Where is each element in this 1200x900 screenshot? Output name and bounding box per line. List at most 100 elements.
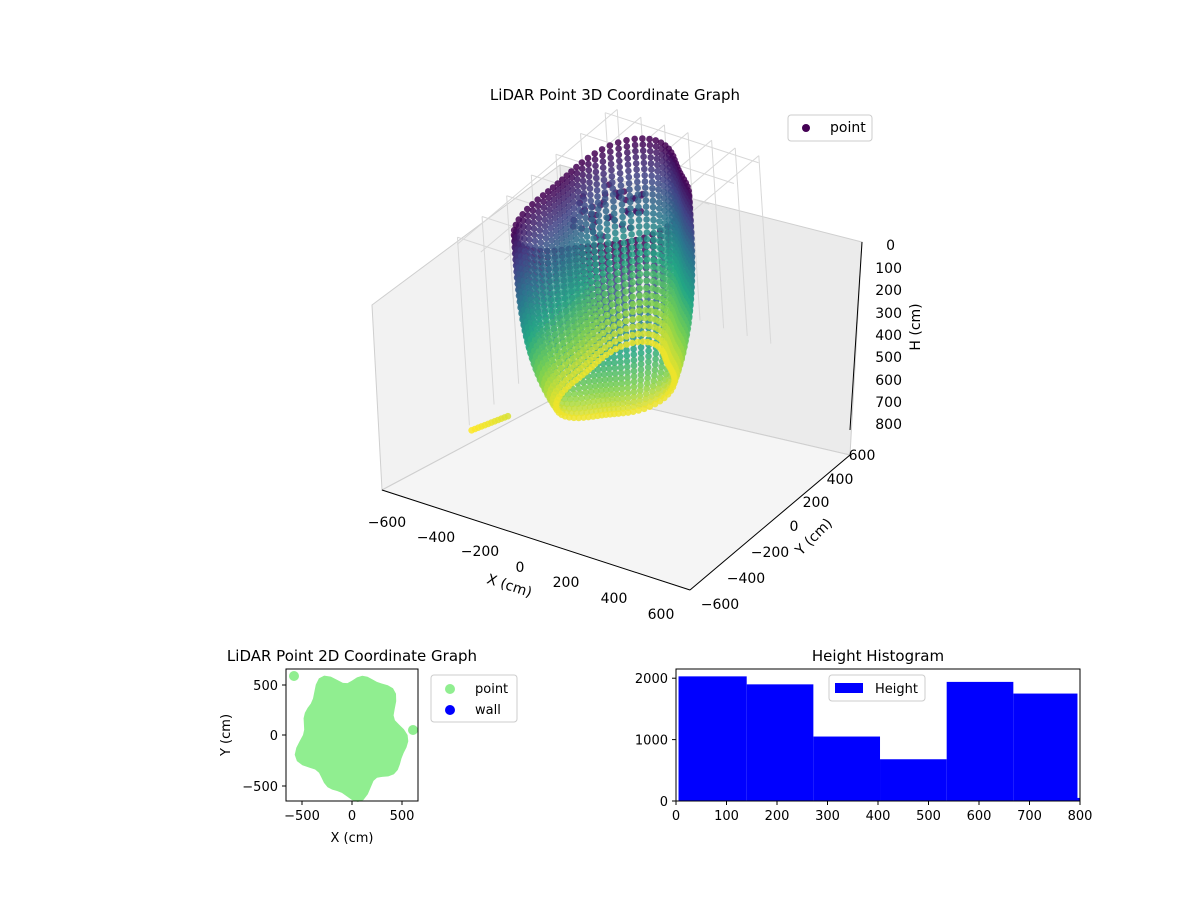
lidar-point xyxy=(635,315,643,322)
x-axis-line xyxy=(381,489,691,591)
lidar-point xyxy=(566,215,573,222)
x-tick-label: −200 xyxy=(461,544,499,560)
lidar-point xyxy=(616,320,624,327)
lidar-point xyxy=(599,329,607,337)
lidar-point xyxy=(534,196,541,203)
lidar-point xyxy=(576,273,584,281)
lidar-point xyxy=(593,319,600,326)
lidar-point xyxy=(544,294,551,301)
lidar-point xyxy=(609,185,616,192)
lidar-point xyxy=(613,249,620,256)
lidar-point xyxy=(629,264,636,272)
lidar-point xyxy=(632,147,639,155)
lidar-point xyxy=(606,266,614,273)
lidar-point xyxy=(616,157,623,165)
lidar-point xyxy=(594,366,602,373)
lidar-point xyxy=(596,376,603,384)
lidar-point xyxy=(565,209,573,216)
lidar-point xyxy=(650,243,657,250)
lidar-point xyxy=(580,189,588,197)
lidar-point xyxy=(580,263,588,270)
lidar-point xyxy=(653,149,660,156)
lidar-point xyxy=(622,288,629,295)
lidar-point xyxy=(540,349,548,357)
lidar-point xyxy=(614,269,621,277)
lidar-point xyxy=(644,364,652,371)
lidar-point xyxy=(575,194,582,201)
lidar-point xyxy=(556,217,564,224)
lidar-point xyxy=(610,315,617,323)
lidar-point xyxy=(658,363,665,371)
y-tick-label: 1000 xyxy=(635,734,668,749)
lidar-point xyxy=(540,204,548,211)
lidar-point xyxy=(542,281,549,289)
lidar-point xyxy=(550,255,557,262)
lidar-point xyxy=(637,349,645,357)
lidar-point xyxy=(619,400,626,407)
lidar-point xyxy=(580,256,587,264)
lidar-point xyxy=(622,281,629,288)
y-tick-labels: −600 −400 −200 0 200 400 600 xyxy=(701,448,876,613)
lidar-point xyxy=(571,271,579,278)
lidar-point xyxy=(526,236,533,243)
lidar-point xyxy=(582,214,589,222)
lidar-point xyxy=(610,323,618,330)
legend-2d-label-wall: wall xyxy=(475,703,501,718)
lidar-point xyxy=(636,243,643,250)
lidar-point xyxy=(659,176,667,183)
lidar-point xyxy=(603,220,611,227)
lidar-point xyxy=(661,207,668,215)
lidar-point xyxy=(610,353,618,361)
lidar-point xyxy=(653,293,661,301)
lidar-point xyxy=(561,266,569,274)
lidar-point xyxy=(619,395,626,403)
lidar-point xyxy=(653,155,661,163)
lidar-point xyxy=(649,388,656,395)
lidar-point xyxy=(561,219,569,226)
lidar-point xyxy=(592,261,600,268)
lidar-point xyxy=(635,307,643,314)
lidar-point xyxy=(629,331,636,339)
lidar-point xyxy=(594,193,601,200)
lidar-point xyxy=(647,160,655,167)
lidar-point xyxy=(595,211,603,219)
lidar-point xyxy=(574,254,582,262)
lidar-point xyxy=(529,308,537,315)
lidar-point xyxy=(559,241,566,249)
lidar-point xyxy=(556,210,564,218)
lidar-point xyxy=(649,191,656,198)
chart-2d-y-ticks: 500 0 −500 xyxy=(242,679,286,795)
lidar-point xyxy=(575,296,582,304)
lidar-point xyxy=(534,268,542,275)
x-tick-label: 400 xyxy=(866,809,891,824)
lidar-point xyxy=(636,392,644,400)
lidar-point xyxy=(546,206,553,213)
lidar-point xyxy=(634,197,642,204)
lidar-point xyxy=(639,147,647,154)
lidar-point xyxy=(528,266,536,274)
lidar-point xyxy=(579,244,586,251)
lidar-point xyxy=(544,188,552,195)
lidar-point xyxy=(589,291,597,299)
lidar-point xyxy=(610,210,618,217)
lidar-point xyxy=(571,211,578,218)
lidar-point xyxy=(607,348,614,356)
lidar-point xyxy=(629,323,636,331)
lidar-point xyxy=(610,204,618,211)
y-tick-label: 500 xyxy=(253,679,278,694)
lidar-point xyxy=(656,218,663,225)
lidar-point xyxy=(524,205,531,213)
lidar-point xyxy=(637,376,644,384)
lidar-point xyxy=(608,287,615,294)
lidar-point xyxy=(650,263,657,271)
lidar-point xyxy=(581,269,589,277)
lidar-point xyxy=(636,292,643,300)
lidar-point xyxy=(575,385,583,392)
lidar-point xyxy=(632,160,640,167)
lidar-point xyxy=(557,276,565,283)
lidar-point xyxy=(578,159,586,166)
lidar-point xyxy=(628,231,635,238)
z-tick-label: 300 xyxy=(875,306,902,322)
lidar-point xyxy=(630,388,638,396)
lidar-point xyxy=(641,178,649,185)
